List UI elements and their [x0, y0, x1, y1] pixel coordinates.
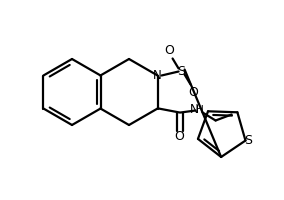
- Text: N: N: [153, 69, 162, 82]
- Text: S: S: [178, 65, 185, 78]
- Text: O: O: [175, 130, 185, 143]
- Text: N: N: [190, 103, 199, 116]
- Text: O: O: [189, 86, 199, 99]
- Text: O: O: [165, 44, 174, 57]
- Text: S: S: [245, 134, 252, 147]
- Text: H: H: [196, 105, 203, 114]
